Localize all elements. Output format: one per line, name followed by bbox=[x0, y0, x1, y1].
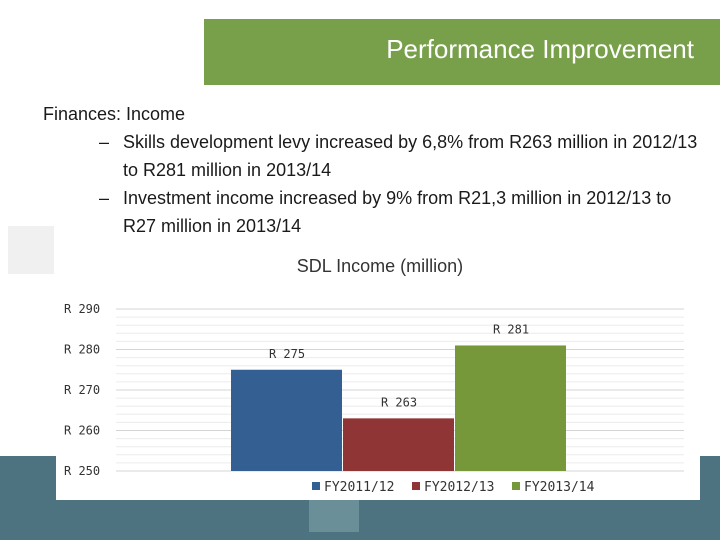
title-bar: Performance Improvement bbox=[204, 19, 720, 85]
bar-chart: R 250 R 260 R 270 R 280 R 290 R 275 R 263 R 281… bbox=[64, 302, 684, 495]
bar bbox=[343, 418, 454, 471]
y-tick-label: R 290 bbox=[64, 302, 100, 316]
y-tick-label: R 280 bbox=[64, 343, 100, 357]
slide-title: Performance Improvement bbox=[386, 34, 694, 64]
bullet-text: Investment income increased by 9% from R… bbox=[123, 188, 672, 236]
legend-swatch bbox=[312, 482, 320, 490]
bar bbox=[231, 369, 342, 471]
y-tick-label: R 250 bbox=[64, 464, 100, 478]
bullet-heading: Finances: Income bbox=[43, 104, 186, 124]
bullet-item: – Investment income increased by 9% from… bbox=[99, 184, 703, 240]
left-decorative-square bbox=[8, 226, 54, 274]
data-label: R 263 bbox=[381, 395, 417, 409]
y-tick-label: R 260 bbox=[64, 424, 100, 438]
bullet-list: Finances: Income – Skills development le… bbox=[43, 100, 703, 240]
legend-label: FY2011/12 bbox=[324, 480, 394, 495]
footer-accent-block bbox=[309, 500, 359, 532]
bar bbox=[455, 345, 566, 471]
legend-label: FY2012/13 bbox=[424, 480, 494, 495]
bullet-dash: – bbox=[99, 188, 110, 208]
data-label: R 275 bbox=[269, 347, 305, 361]
data-label: R 281 bbox=[493, 322, 529, 336]
chart-area: R 250 R 260 R 270 R 280 R 290 R 275 R 263 R 281… bbox=[56, 288, 700, 500]
chart-title: SDL Income (million) bbox=[296, 256, 464, 276]
legend-label: FY2013/14 bbox=[524, 480, 595, 495]
bullet-dash: – bbox=[99, 132, 110, 152]
y-tick-label: R 270 bbox=[64, 383, 100, 397]
bullet-item: – Skills development levy increased by 6… bbox=[99, 128, 703, 184]
legend-swatch bbox=[512, 482, 520, 490]
bullet-text: Skills development levy increased by 6,8… bbox=[123, 132, 698, 180]
legend-swatch bbox=[412, 482, 420, 490]
